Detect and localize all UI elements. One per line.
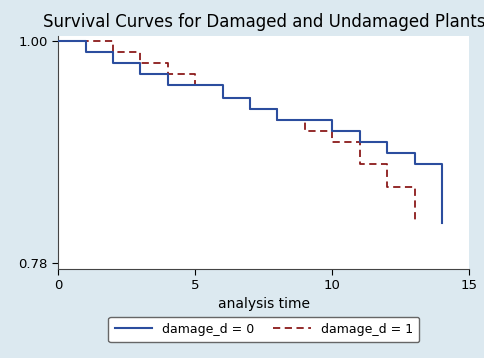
Title: Survival Curves for Damaged and Undamaged Plants: Survival Curves for Damaged and Undamage… <box>43 14 484 32</box>
Legend: damage_d = 0, damage_d = 1: damage_d = 0, damage_d = 1 <box>108 316 419 342</box>
X-axis label: analysis time: analysis time <box>218 297 310 311</box>
